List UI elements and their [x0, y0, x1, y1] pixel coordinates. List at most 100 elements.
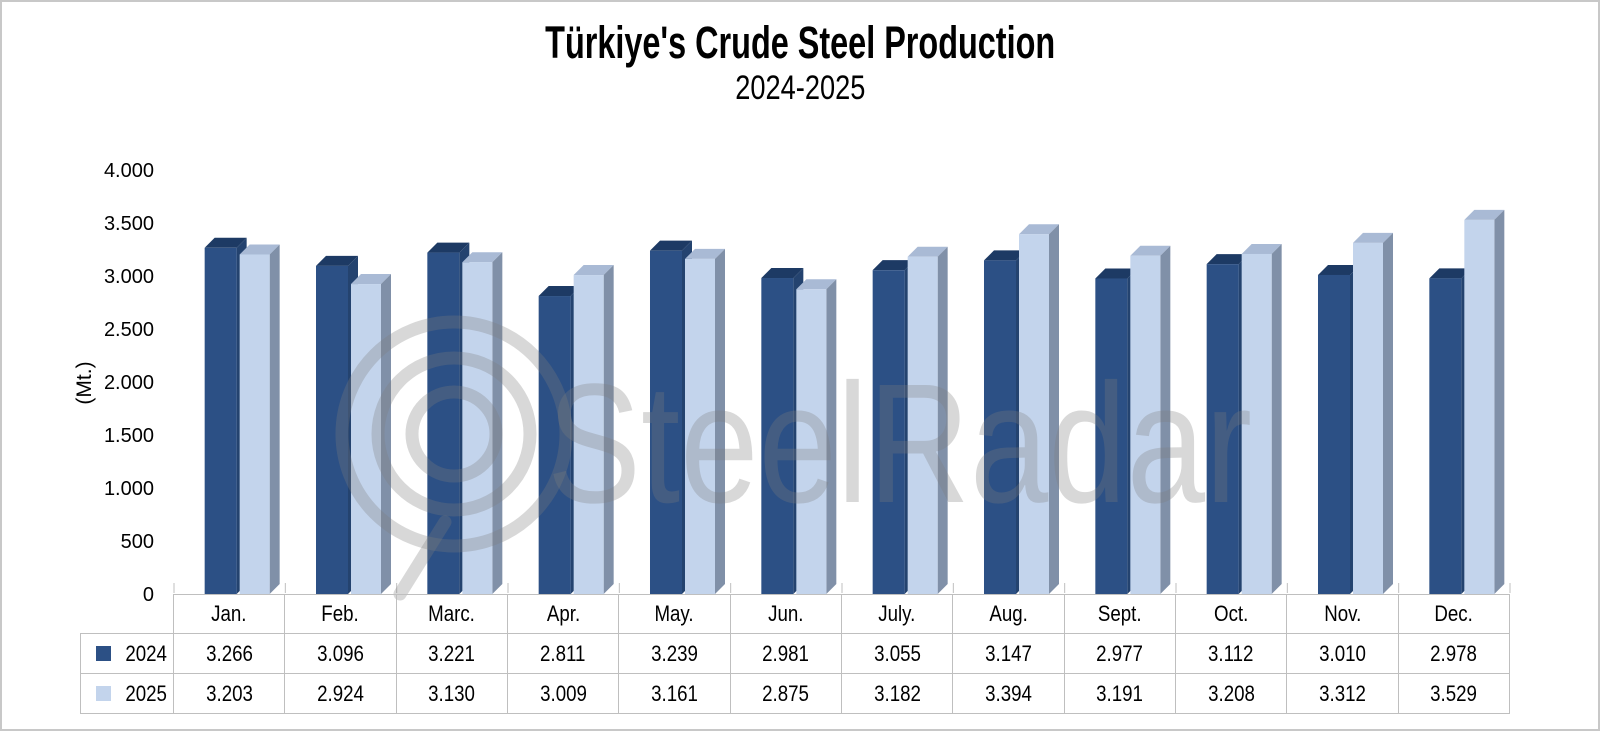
month-header-label: Aug.: [989, 601, 1028, 626]
month-header-label: Marc.: [428, 601, 476, 626]
value-label: 3.191: [1096, 680, 1144, 706]
value-cell-2025-Feb.: 2.924: [285, 674, 397, 714]
value-cell-2025-Dec.: 3.529: [1398, 674, 1510, 714]
value-cell-2024-Feb.: 3.096: [285, 634, 397, 674]
legend-cell-2025: 2025: [80, 674, 174, 714]
value-cell-2025-Marc.: 3.130: [396, 674, 508, 714]
value-label: 3.203: [205, 680, 253, 706]
month-header-label: Feb.: [321, 601, 360, 626]
y-tick-label: 2.000: [104, 372, 154, 394]
legend-series-label: 2024: [125, 640, 167, 666]
bar-2025-Sept.: [1130, 245, 1171, 594]
month-header-label: July.: [878, 601, 916, 626]
month-header-label: Dec.: [1434, 601, 1473, 626]
value-label: 2.875: [762, 680, 810, 706]
value-label: 3.312: [1319, 680, 1366, 706]
y-tick-label: 2.500: [104, 319, 154, 341]
value-label: 3.529: [1430, 680, 1478, 706]
bar-2025-May.: [684, 248, 725, 594]
y-tick-label: 1.500: [104, 425, 154, 447]
month-header-cell: Aug.: [953, 594, 1065, 634]
y-tick-label: 500: [121, 531, 154, 553]
value-cell-2024-Aug.: 3.147: [953, 634, 1065, 674]
month-header-cell: Dec.: [1398, 594, 1510, 634]
bar-2025-July.: [907, 246, 948, 594]
value-label: 2.978: [1430, 640, 1478, 666]
chart-subtitle: 2024-2025: [734, 69, 866, 107]
value-cell-2025-Sept.: 3.191: [1064, 674, 1176, 714]
legend-swatch-2025-icon: [96, 686, 112, 701]
watermark-radar-rings-icon: [335, 315, 573, 601]
chart-title: Türkiye's Crude Steel Production: [544, 17, 1056, 68]
bar-2025-Oct.: [1241, 243, 1282, 594]
month-header-cell: Oct.: [1175, 594, 1288, 634]
value-label: 3.112: [1208, 640, 1254, 666]
month-header-cell: May.: [619, 594, 731, 634]
y-tick-label: 4.000: [104, 160, 154, 182]
value-cell-2024-Sept.: 2.977: [1064, 634, 1176, 674]
month-header-cell: July.: [841, 594, 954, 634]
value-label: 3.266: [205, 640, 253, 666]
y-tick-label: 0: [143, 584, 154, 606]
legend-cell-2024: 2024: [80, 634, 174, 674]
bar-2025-Jun.: [796, 279, 837, 594]
table-corner-cell: [80, 594, 174, 634]
month-header-label: Jan.: [211, 601, 247, 626]
value-label: 3.394: [985, 680, 1032, 706]
bar-2025-Marc.: [462, 252, 503, 594]
value-cell-2025-Apr.: 3.009: [507, 674, 620, 714]
value-label: 3.161: [651, 680, 698, 706]
month-header-cell: Marc.: [396, 594, 508, 634]
value-label: 2.981: [762, 640, 810, 666]
value-cell-2024-Apr.: 2.811: [507, 634, 620, 674]
value-label: 3.130: [428, 680, 476, 706]
bar-2025-Feb.: [350, 274, 391, 594]
bar-2025-Dec.: [1464, 209, 1505, 594]
value-label: 3.208: [1207, 680, 1255, 706]
value-cell-2025-Oct.: 3.208: [1175, 674, 1288, 714]
value-cell-2025-July.: 3.182: [841, 674, 954, 714]
bar-2024-Jan.: [204, 237, 247, 594]
month-header-label: Nov.: [1323, 601, 1361, 626]
month-header-cell: Jan.: [174, 594, 286, 634]
bar-2025-Aug.: [1018, 224, 1059, 594]
month-header-label: Apr.: [546, 601, 580, 626]
y-tick-label: 3.000: [104, 266, 154, 288]
value-cell-2025-May.: 3.161: [619, 674, 731, 714]
watermark: SteelRadar: [335, 315, 1252, 601]
value-cell-2024-Jan.: 3.266: [174, 634, 286, 674]
value-cell-2024-Oct.: 3.112: [1175, 634, 1288, 674]
value-label: 3.055: [873, 640, 921, 666]
bar-2025-Nov.: [1352, 232, 1393, 595]
value-label: 3.009: [539, 680, 587, 706]
month-header-cell: Sept.: [1064, 594, 1176, 634]
month-header-label: May.: [654, 601, 695, 626]
value-label: 3.221: [428, 640, 476, 666]
month-header-label: Sept.: [1097, 601, 1142, 626]
month-header-label: Oct.: [1213, 601, 1249, 626]
bar-2025-Jan.: [239, 244, 280, 594]
value-label: 3.239: [651, 640, 698, 666]
value-label: 3.010: [1319, 640, 1366, 666]
month-header-cell: Feb.: [285, 594, 397, 634]
y-tick-label: 1.000: [104, 478, 154, 500]
value-cell-2024-May.: 3.239: [619, 634, 731, 674]
value-label: 2.977: [1096, 640, 1144, 666]
value-cell-2024-July.: 3.055: [841, 634, 954, 674]
legend-series-label: 2025: [125, 680, 167, 706]
value-cell-2025-Jan.: 3.203: [174, 674, 286, 714]
value-label: 2.924: [317, 680, 364, 706]
month-header-cell: Nov.: [1287, 594, 1399, 634]
legend-swatch-2024-icon: [96, 646, 112, 661]
month-header-cell: Apr.: [507, 594, 620, 634]
value-cell-2025-Jun.: 2.875: [730, 674, 842, 714]
month-header-cell: Jun.: [730, 594, 842, 634]
bar-2025-Apr.: [573, 265, 614, 594]
value-label: 3.096: [317, 640, 364, 666]
value-cell-2025-Nov.: 3.312: [1287, 674, 1399, 714]
value-cell-2024-Dec.: 2.978: [1398, 634, 1510, 674]
month-header-label: Jun.: [768, 601, 804, 626]
value-label: 3.182: [873, 680, 921, 706]
